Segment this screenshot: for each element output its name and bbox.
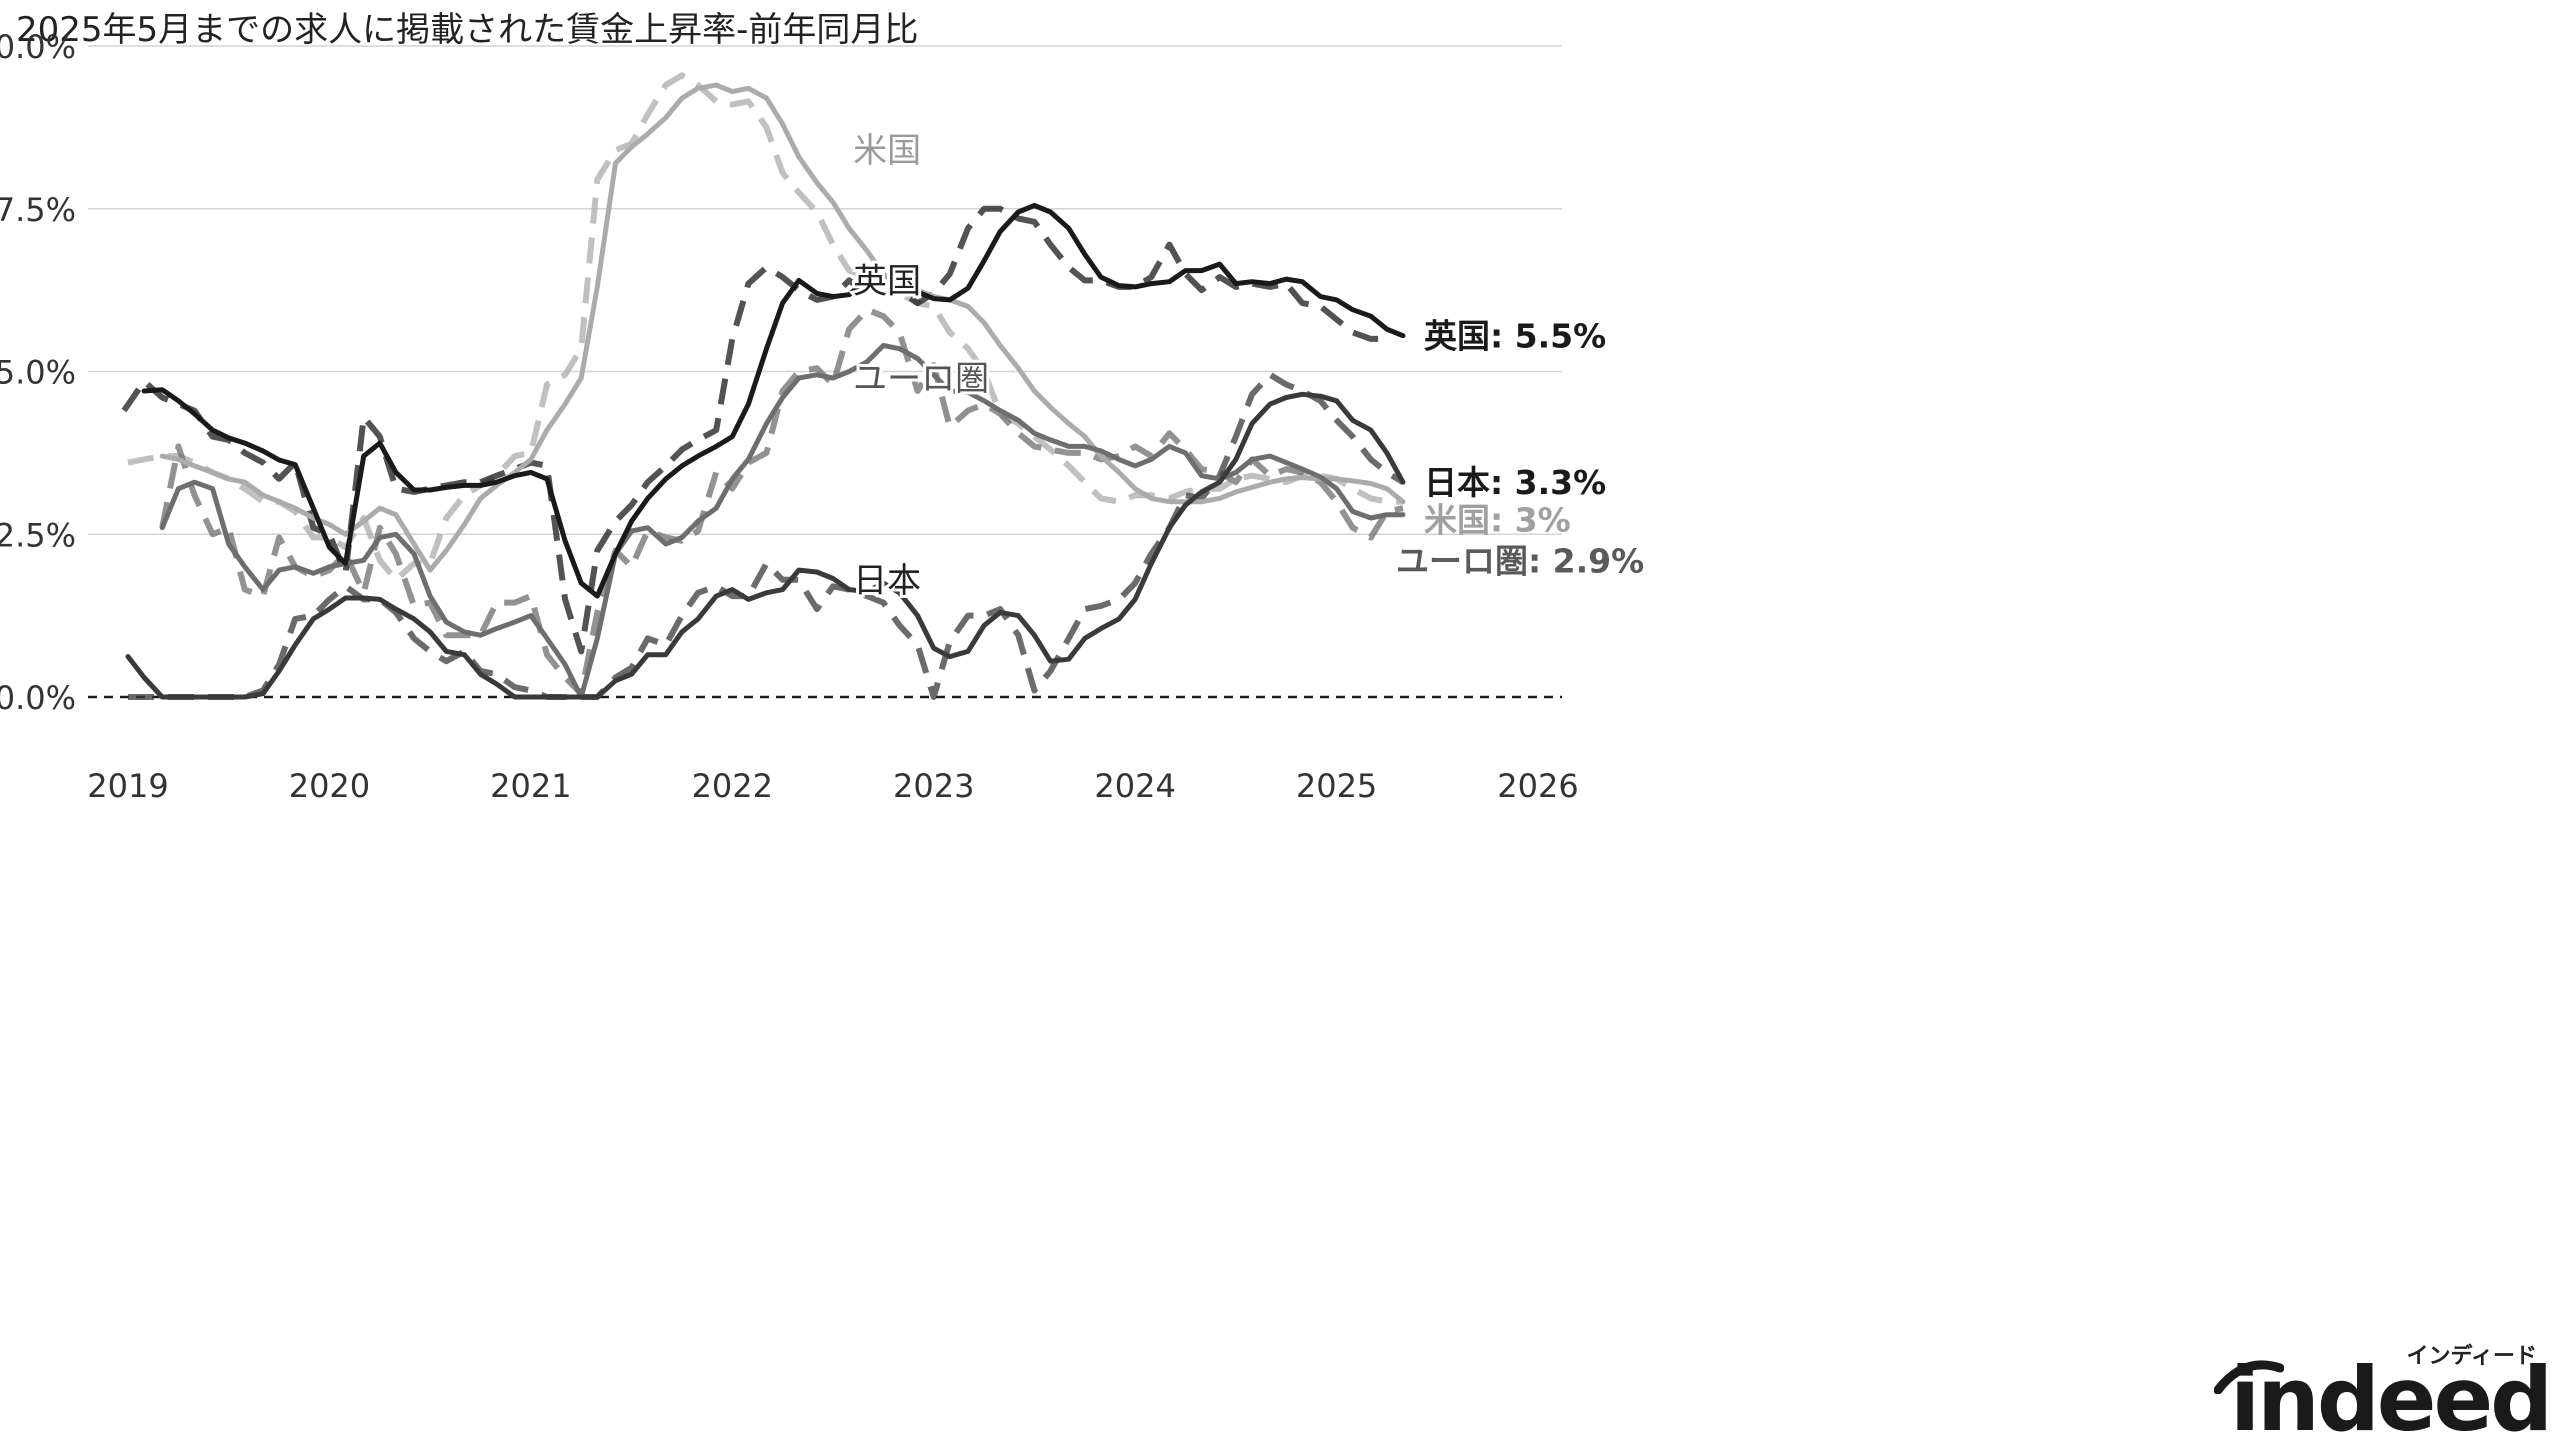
x-tick-label: 2024 [1094,767,1175,805]
series-solid-line [141,203,1406,599]
series-solid-line [159,82,1406,573]
x-tick-label: 2026 [1497,767,1578,805]
series-inline-label-halo: 米国 [853,131,921,171]
y-tick-label: 10.0% [0,28,76,66]
chart-title: 2025年5月までの求人に掲載された賃金上昇率-前年同月比 [16,10,919,50]
series-inline-label-halo: ユーロ圏 [853,359,989,399]
x-tick-label: 2023 [893,767,974,805]
series-dashed-line [159,306,1404,697]
y-tick-label: 5.0% [0,354,76,392]
series-solid-line [125,391,1406,700]
x-tick-label: 2019 [87,767,168,805]
series-inline-label: 日本 [853,561,921,601]
series-solid-line [159,343,1406,700]
x-axis-ticks: 2019 2020 2021 2022 2023 2024 2025 2026 [87,767,1578,805]
series-lines [121,72,1406,700]
x-tick-label: 2025 [1296,767,1377,805]
series-end-label: ユーロ圏: 2.9% [1396,542,1644,581]
series-inline-label: ユーロ圏 [853,359,989,399]
series-dashed-line [127,72,1403,583]
series-inline-label: 米国 [853,131,921,171]
y-tick-label: 2.5% [0,516,76,554]
logo-wordmark: indeed [2230,1348,2553,1451]
series-end-label: 米国: 3% [1424,501,1571,540]
indeed-logo: インディード indeed [2200,1340,2553,1451]
series-end-label: 日本: 3.3% [1424,463,1606,502]
gridlines [88,45,1562,699]
series-dashed-line [128,371,1405,700]
series-inline-label-halo: 日本 [853,561,921,601]
y-tick-label: 0.0% [0,679,76,717]
x-tick-label: 2022 [692,767,773,805]
x-tick-label: 2021 [490,767,571,805]
series-inline-label-halo: 英国 [853,261,921,301]
y-tick-label: 7.5% [0,191,76,229]
x-tick-label: 2020 [289,767,370,805]
logo-kana: インディード [2406,1344,2537,1369]
logo-arc-icon [2214,1360,2284,1394]
y-axis-ticks: 0.0% 2.5% 5.0% 7.5% 10.0% [0,28,76,717]
series-inline-label: 英国 [853,261,921,301]
series-end-label: 英国: 5.5% [1424,317,1606,356]
